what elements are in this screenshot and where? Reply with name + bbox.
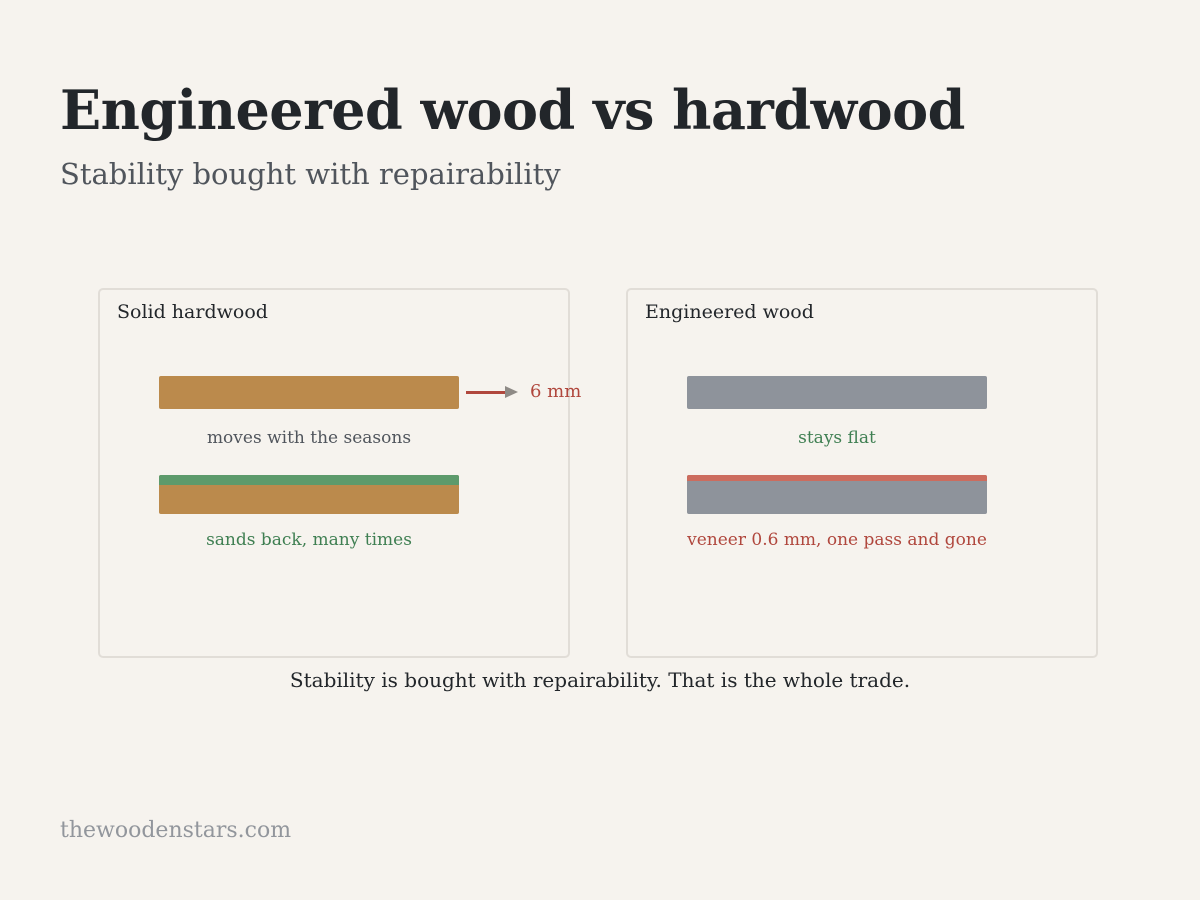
- conclusion-text: Stability is bought with repairability. …: [289, 668, 911, 692]
- veneer-layer: [687, 475, 987, 481]
- engineered-plank: [687, 376, 987, 409]
- plank-caption: sands back, many times: [206, 530, 412, 550]
- page-title: Engineered wood vs hardwood: [60, 78, 965, 142]
- panel-solid-hardwood: Solid hardwood 6 mm moves with the seaso…: [98, 288, 581, 658]
- engineered-plank-veneer: [687, 475, 987, 514]
- movement-arrow-line: [466, 391, 508, 394]
- plank-caption: stays flat: [798, 428, 876, 448]
- site-credit: thewoodenstars.com: [60, 818, 292, 843]
- page-subtitle: Stability bought with repairability: [60, 157, 561, 191]
- arrow-right-icon: [505, 386, 518, 398]
- plank-caption: moves with the seasons: [206, 428, 412, 448]
- panel-title: Solid hardwood: [117, 301, 268, 323]
- hardwood-plank-sanded: [159, 475, 459, 514]
- panel-title: Engineered wood: [645, 301, 814, 323]
- movement-label: 6 mm: [530, 381, 582, 402]
- panel-engineered-wood: Engineered wood stays flat veneer 0.6 mm…: [626, 288, 1098, 658]
- hardwood-plank: [159, 376, 459, 409]
- plank-caption: veneer 0.6 mm, one pass and gone: [687, 530, 987, 550]
- sanding-layer: [159, 475, 459, 485]
